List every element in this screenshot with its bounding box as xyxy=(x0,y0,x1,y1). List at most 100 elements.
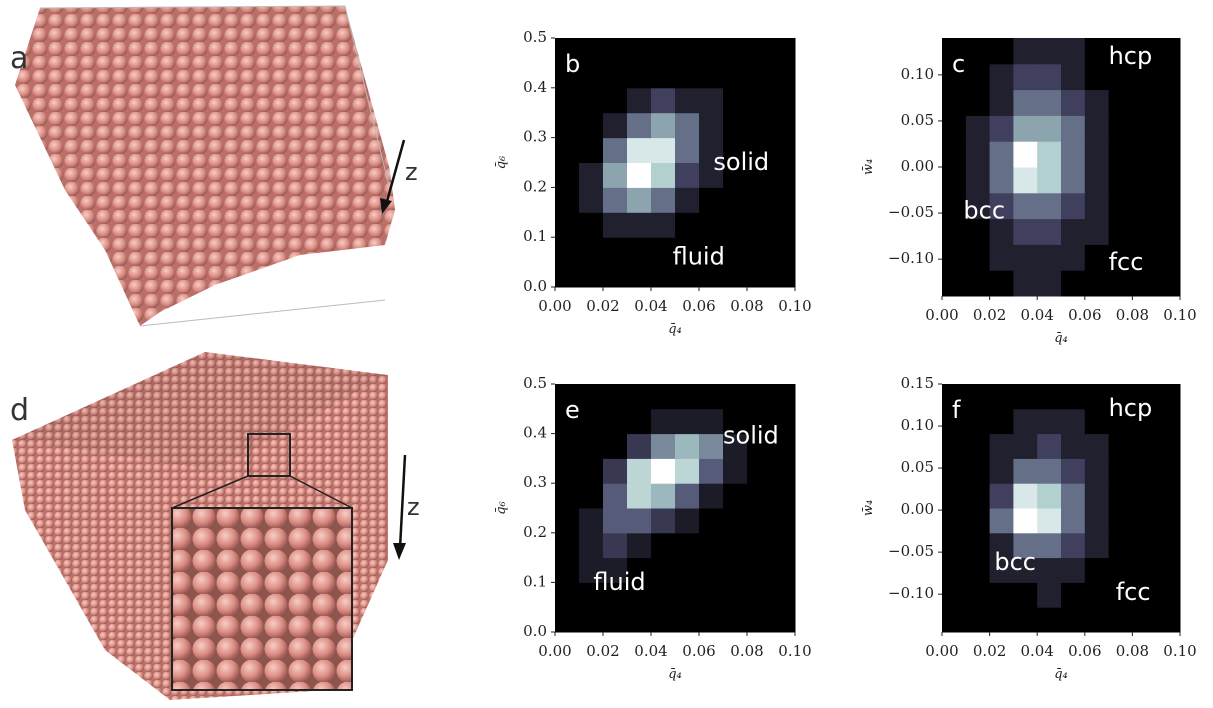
heatmap-cell xyxy=(675,62,700,89)
panel-label: d xyxy=(10,393,29,428)
heatmap-cell xyxy=(699,87,724,114)
heatmap-cell xyxy=(579,262,604,288)
heatmap-cell xyxy=(627,408,652,435)
heatmap-cell xyxy=(747,582,772,608)
y-axis-label: q̄₆ xyxy=(494,156,509,170)
heatmap-cell xyxy=(942,192,967,220)
heatmap-cell xyxy=(1108,244,1133,271)
heatmap-cell xyxy=(771,237,796,263)
heatmap-cell xyxy=(555,87,580,114)
heatmap-cell xyxy=(771,112,796,139)
heatmap-cell xyxy=(747,262,772,288)
heatmap-cell xyxy=(1037,63,1062,91)
annotation: fcc xyxy=(1116,578,1151,606)
heatmap-cell xyxy=(1037,38,1062,65)
x-tick-label: 0.02 xyxy=(973,306,1006,324)
y-tick-label: −0.05 xyxy=(888,203,934,221)
heatmap-cell xyxy=(699,187,724,213)
panel-label: b xyxy=(565,50,580,78)
heatmap-cell xyxy=(603,508,628,534)
x-tick-label: 0.10 xyxy=(778,642,811,660)
heatmap-cell xyxy=(965,483,991,509)
heatmap-cell xyxy=(555,508,580,534)
heatmap-cell xyxy=(603,433,628,459)
x-tick-label: 0.06 xyxy=(682,642,715,660)
heatmap-cell xyxy=(771,483,796,509)
heatmap-cell xyxy=(651,38,676,64)
heatmap-cell xyxy=(675,508,700,534)
heatmap-cell xyxy=(1037,192,1062,220)
heatmap-cell xyxy=(603,62,628,89)
heatmap-cell xyxy=(942,458,967,484)
heatmap-cell xyxy=(942,89,967,116)
heatmap-cell xyxy=(1037,115,1062,142)
heatmap-cell xyxy=(989,557,1014,583)
heatmap-cell xyxy=(627,112,652,139)
heatmap-cell xyxy=(627,483,652,509)
heatmap-cell xyxy=(1132,607,1157,633)
heatmap-cell xyxy=(1132,508,1157,534)
heatmap-cell xyxy=(723,262,748,288)
heatmap-cell xyxy=(579,62,604,89)
heatmap-cell xyxy=(1013,141,1038,168)
x-tick-label: 0.10 xyxy=(1163,306,1196,324)
heatmap-cell xyxy=(942,218,967,245)
heatmap-cell xyxy=(675,433,700,459)
heatmap-cell xyxy=(1156,270,1181,297)
heatmap-cell xyxy=(579,433,604,459)
heatmap-cell xyxy=(1108,270,1133,297)
heatmap-cell xyxy=(723,384,748,410)
heatmap-cell xyxy=(1061,508,1086,534)
heatmap-cell xyxy=(1156,408,1181,435)
y-tick-label: 0.3 xyxy=(523,128,547,146)
heatmap-cell xyxy=(1108,508,1133,534)
heatmap-cell xyxy=(965,167,991,194)
heatmap-cell xyxy=(965,244,991,271)
heatmap-cell xyxy=(555,384,580,410)
heatmap-cell xyxy=(1108,115,1133,142)
heatmap-cell xyxy=(1108,384,1133,410)
annotation: hcp xyxy=(1109,394,1153,422)
heatmap-cell xyxy=(555,483,580,509)
heatmap-cell xyxy=(651,212,676,238)
heatmap-cell xyxy=(579,112,604,139)
heatmap-cell xyxy=(942,244,967,271)
x-tick-label: 0.06 xyxy=(1068,306,1101,324)
heatmap-cell xyxy=(771,458,796,484)
heatmap-cell xyxy=(1037,89,1062,116)
heatmap-cell xyxy=(579,237,604,263)
heatmap-cell xyxy=(651,87,676,114)
y-tick-label: 0.00 xyxy=(901,157,934,175)
heatmap-cell xyxy=(989,192,1014,220)
heatmap-cell xyxy=(1037,607,1062,633)
heatmap-cell xyxy=(651,532,676,559)
heatmap-cell xyxy=(627,607,652,633)
heatmap-cell xyxy=(771,557,796,583)
heatmap-cell xyxy=(1037,218,1062,245)
heatmap-cell xyxy=(603,408,628,435)
heatmap-cell xyxy=(723,582,748,608)
heatmap-cell xyxy=(1013,270,1038,297)
heatmap-panel: 0.00 0.02 0.04 0.06 0.08 0.10 −0.10 −0.05 0.00 0.… xyxy=(861,374,1197,682)
x-tick-label: 0.00 xyxy=(925,642,958,660)
y-tick-label: 0.0 xyxy=(523,277,547,295)
heatmap-cell xyxy=(675,212,700,238)
heatmap-cell xyxy=(603,582,628,608)
heatmap-cell xyxy=(1037,141,1062,168)
heatmap-cell xyxy=(651,508,676,534)
heatmap-cell xyxy=(723,458,748,484)
annotation: bcc xyxy=(994,548,1036,576)
heatmap-cell xyxy=(1013,244,1038,271)
heatmap-cell xyxy=(942,557,967,583)
z-arrow xyxy=(384,139,406,206)
heatmap-cell xyxy=(651,62,676,89)
annotation: hcp xyxy=(1109,42,1153,70)
heatmap-cell xyxy=(989,218,1014,245)
heatmap-cell xyxy=(555,433,580,459)
heatmap-cell xyxy=(1061,458,1086,484)
heatmap-cell xyxy=(723,557,748,583)
heatmap-cell xyxy=(1108,557,1133,583)
heatmap-cell xyxy=(579,582,604,608)
heatmap-cell xyxy=(1061,483,1086,509)
heatmap-cell xyxy=(1013,433,1038,459)
